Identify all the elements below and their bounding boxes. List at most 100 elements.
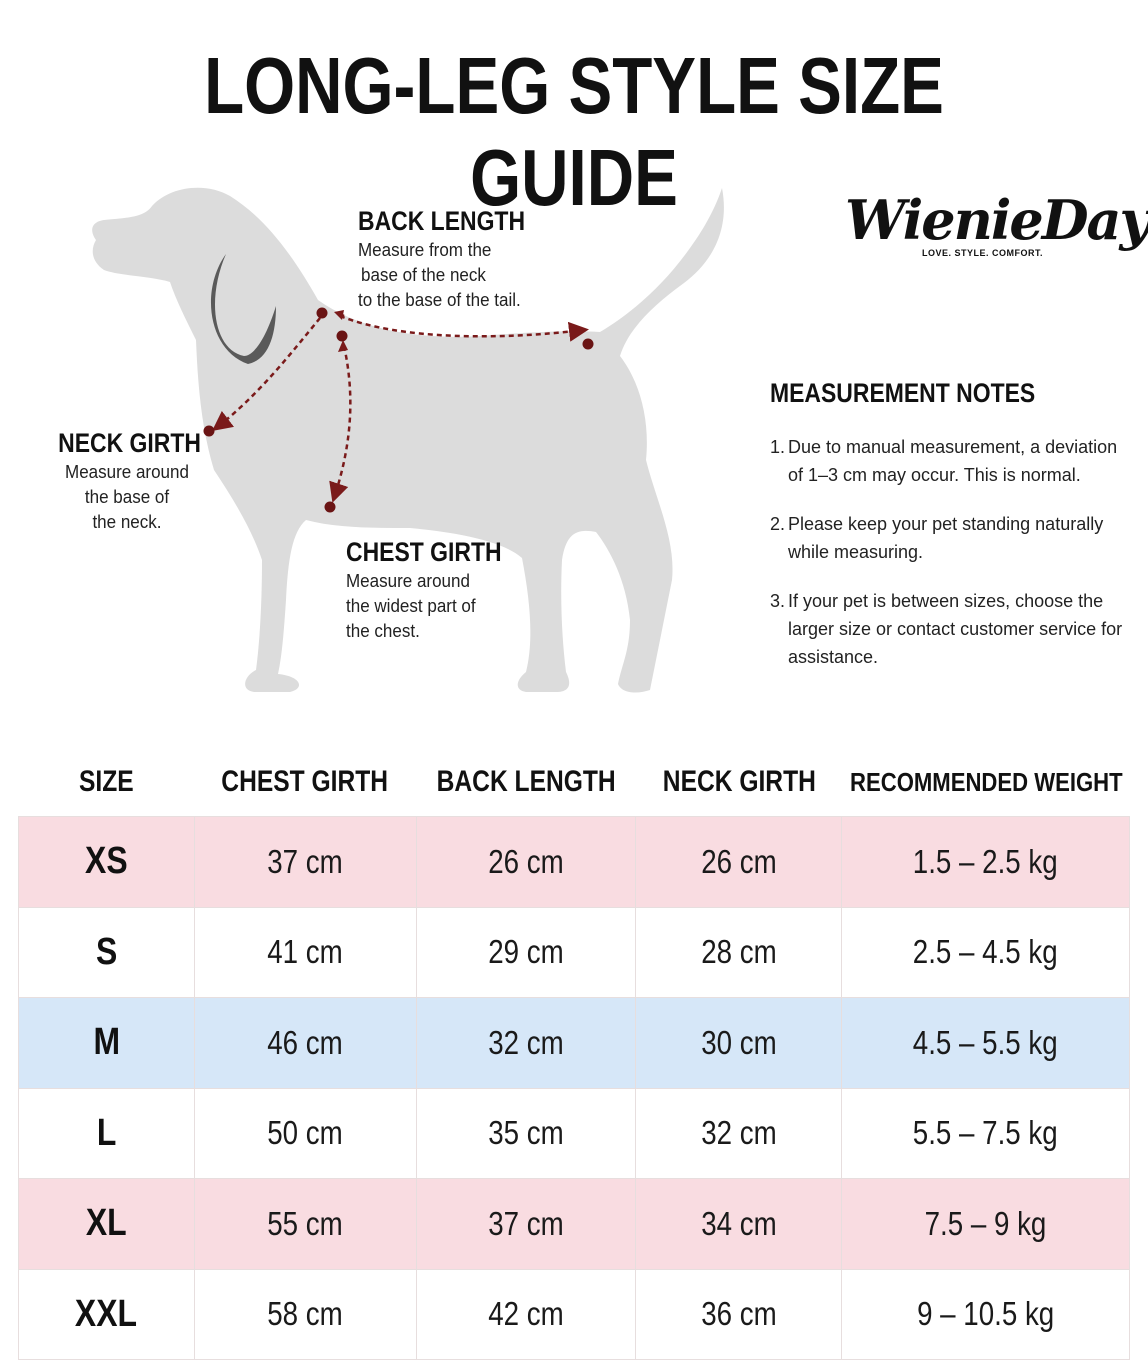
chest-girth-bottom-dot — [324, 501, 336, 513]
weight-cell: 7.5 – 9 kg — [841, 1178, 1130, 1270]
back-length-cell: 35 cm — [415, 1087, 637, 1179]
neck-girth-cell-value: 26 cm — [701, 842, 777, 880]
back-length-end-dot — [582, 338, 594, 350]
neck-girth-callout: NECK GIRTH Measure around the base of th… — [46, 428, 208, 534]
chest-girth-cell-value: 37 cm — [267, 842, 344, 880]
weight-cell-value: 7.5 – 9 kg — [924, 1204, 1047, 1242]
weight-cell-value: 5.5 – 7.5 kg — [913, 1114, 1059, 1152]
back-length-cell: 32 cm — [415, 997, 637, 1089]
back-length-cell-value: 32 cm — [488, 1023, 564, 1061]
weight-cell-value: 4.5 – 5.5 kg — [913, 1023, 1059, 1061]
dog-measurement-diagram — [92, 187, 724, 693]
chest-girth-line-3: the chest. — [346, 620, 420, 641]
neck-girth-cell: 36 cm — [635, 1268, 843, 1360]
back-length-heading: BACK LENGTH — [358, 206, 526, 236]
size-cell-value: XL — [86, 1202, 127, 1245]
note-number: 1. — [770, 437, 786, 457]
back-length-cell-value: 26 cm — [488, 842, 564, 880]
weight-cell: 9 – 10.5 kg — [841, 1268, 1130, 1360]
neck-girth-cell-value: 28 cm — [701, 933, 777, 971]
weight-cell: 4.5 – 5.5 kg — [841, 997, 1130, 1089]
size-cell: XS — [18, 816, 195, 908]
back-length-cell-value: 42 cm — [488, 1295, 564, 1333]
neck-girth-line — [212, 317, 321, 432]
weight-cell: 1.5 – 2.5 kg — [841, 816, 1130, 908]
header-back-label: BACK LENGTH — [436, 765, 616, 798]
size-table: XS 37 cm 26 cm 26 cm 1.5 – 2.5 kg S 41 cm 29 cm… — [18, 816, 1130, 1360]
chest-girth-arrow-start — [338, 340, 348, 352]
neck-girth-cell: 28 cm — [635, 906, 843, 998]
header-neck-girth: NECK GIRTH — [636, 760, 842, 804]
dog-silhouette — [92, 187, 724, 693]
table-row: M 46 cm 32 cm 30 cm 4.5 – 5.5 kg — [18, 997, 1130, 1089]
size-cell-value: L — [96, 1111, 117, 1154]
back-length-cell: 42 cm — [415, 1268, 637, 1360]
chest-girth-cell: 55 cm — [193, 1178, 417, 1270]
back-length-line-3: to the base of the tail. — [358, 289, 521, 310]
neck-girth-line-3: the neck. — [92, 511, 162, 532]
back-length-start-dot — [316, 307, 328, 319]
back-length-cell-value: 37 cm — [488, 1204, 564, 1242]
header-weight-label: RECOMMENDED WEIGHT — [849, 766, 1123, 797]
back-length-arrow-start — [334, 310, 344, 320]
neck-girth-cell: 30 cm — [635, 997, 843, 1089]
chest-girth-line-1: Measure around — [346, 570, 470, 591]
table-row: XL 55 cm 37 cm 34 cm 7.5 – 9 kg — [18, 1178, 1130, 1270]
header-size-label: SIZE — [78, 765, 134, 798]
neck-girth-cell: 26 cm — [635, 816, 843, 908]
neck-girth-cell-value: 34 cm — [701, 1204, 777, 1242]
note-text: Please keep your pet standing naturally … — [788, 514, 1104, 562]
size-cell-value: XXL — [75, 1292, 138, 1335]
notes-title: MEASUREMENT NOTES — [770, 378, 1036, 408]
back-length-callout: BACK LENGTH Measure from the base of the… — [358, 206, 555, 312]
neck-girth-cell: 34 cm — [635, 1178, 843, 1270]
chest-girth-cell-value: 46 cm — [267, 1023, 344, 1061]
neck-girth-heading: NECK GIRTH — [58, 428, 201, 458]
size-cell-value: XS — [85, 840, 128, 883]
chest-girth-cell: 46 cm — [193, 997, 417, 1089]
table-row: XS 37 cm 26 cm 26 cm 1.5 – 2.5 kg — [18, 816, 1130, 908]
page-title: LONG-LEG STYLE SIZE GUIDE — [204, 41, 944, 222]
note-item: 3. If your pet is between sizes, choose … — [770, 587, 1130, 671]
size-cell: L — [18, 1087, 195, 1179]
note-number: 3. — [770, 591, 786, 611]
weight-cell-value: 9 – 10.5 kg — [917, 1295, 1055, 1333]
size-cell: S — [18, 906, 195, 998]
chest-girth-cell: 41 cm — [193, 906, 417, 998]
header-recommended-weight: RECOMMENDED WEIGHT — [842, 760, 1130, 804]
header-neck-label: NECK GIRTH — [662, 765, 816, 798]
chest-girth-heading: CHEST GIRTH — [346, 537, 502, 567]
chest-girth-cell-value: 50 cm — [267, 1114, 344, 1152]
header-back-length: BACK LENGTH — [416, 760, 636, 804]
note-text: If your pet is between sizes, choose the… — [788, 591, 1123, 667]
neck-girth-cell-value: 36 cm — [701, 1295, 777, 1333]
weight-cell-value: 1.5 – 2.5 kg — [913, 842, 1059, 880]
brand-tagline: LOVE. STYLE. COMFORT. — [922, 248, 1044, 258]
brand-logo: WienieDay LOVE. STYLE. COMFORT. — [845, 188, 1148, 258]
chest-girth-cell-value: 55 cm — [267, 1204, 344, 1242]
note-number: 2. — [770, 514, 786, 534]
chest-girth-cell: 50 cm — [193, 1087, 417, 1179]
back-length-cell: 29 cm — [415, 906, 637, 998]
neck-girth-line-1: Measure around — [65, 461, 189, 482]
chest-girth-cell: 37 cm — [193, 816, 417, 908]
size-cell-value: M — [93, 1021, 120, 1064]
back-length-cell: 26 cm — [415, 816, 637, 908]
size-cell: M — [18, 997, 195, 1089]
neck-girth-cell-value: 30 cm — [701, 1023, 777, 1061]
size-table-header: SIZE CHEST GIRTH BACK LENGTH NECK GIRTH … — [18, 760, 1130, 804]
note-text: Due to manual measurement, a deviation o… — [788, 437, 1118, 485]
neck-girth-cell-value: 32 cm — [701, 1114, 777, 1152]
back-length-line-1: Measure from the — [358, 239, 492, 260]
back-length-cell-value: 29 cm — [488, 933, 564, 971]
table-row: XXL 58 cm 42 cm 36 cm 9 – 10.5 kg — [18, 1268, 1130, 1360]
measurement-notes: MEASUREMENT NOTES 1. Due to manual measu… — [770, 378, 1130, 692]
header-size: SIZE — [18, 760, 194, 804]
back-length-cell-value: 35 cm — [488, 1114, 564, 1152]
table-row: L 50 cm 35 cm 32 cm 5.5 – 7.5 kg — [18, 1087, 1130, 1179]
chest-girth-callout: CHEST GIRTH Measure around the widest pa… — [346, 537, 529, 643]
neck-girth-line-2: the base of — [84, 486, 170, 507]
header-chest-label: CHEST GIRTH — [221, 765, 389, 798]
header-chest-girth: CHEST GIRTH — [194, 760, 416, 804]
size-cell: XL — [18, 1178, 195, 1270]
